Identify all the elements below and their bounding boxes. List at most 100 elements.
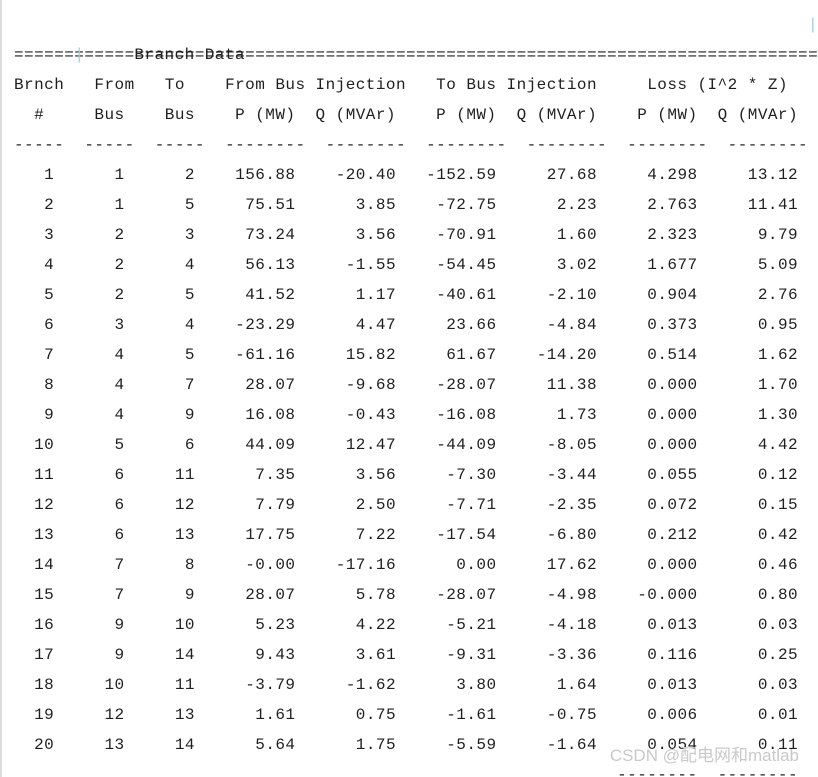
watermark: CSDN @配电网和matlab — [609, 746, 799, 765]
cell-loss-q-mvar: 13.12 — [697, 166, 799, 184]
cell-loss-p-mw: 0.000 — [597, 556, 698, 574]
cell-from-q-mvar: 3.56 — [295, 466, 396, 484]
cell-from-q-mvar: 1.17 — [295, 286, 396, 304]
cell-from-bus: 4 — [54, 346, 125, 364]
cell-from-p-mw: 28.07 — [194, 586, 296, 604]
box-right-bar: | — [808, 16, 818, 34]
cell-loss-p-mw: 4.298 — [597, 166, 698, 184]
cell-to-q-mvar: -4.98 — [496, 586, 598, 604]
cell-from-q-mvar: -0.43 — [295, 406, 396, 424]
cell-loss-p-mw: 0.006 — [597, 706, 698, 724]
cell-from-p-mw: 75.51 — [194, 196, 296, 214]
cell-loss-q-mvar: 0.95 — [697, 316, 799, 334]
cell-from-bus: 2 — [54, 286, 125, 304]
cell-to-q-mvar: -1.64 — [496, 736, 598, 754]
table-row: 2 1 5 75.51 3.85 -72.75 2.23 2.763 11.41 — [14, 190, 818, 220]
cell-to-p-mw: -7.71 — [396, 496, 497, 514]
cell-from-bus: 1 — [54, 196, 125, 214]
cell-to-p-mw: -5.59 — [396, 736, 497, 754]
table-row: 18 10 11 -3.79 -1.62 3.80 1.64 0.013 0.0… — [14, 670, 818, 700]
table-row: 15 7 9 28.07 5.78 -28.07 -4.98 -0.000 0.… — [14, 580, 818, 610]
cell-from-p-mw: 1.61 — [194, 706, 296, 724]
cell-to-p-mw: -40.61 — [396, 286, 497, 304]
cell-loss-q-mvar: 0.12 — [697, 466, 799, 484]
cell-to-q-mvar: -14.20 — [496, 346, 598, 364]
cell-loss-q-mvar: 0.42 — [697, 526, 799, 544]
cell-to-p-mw: -16.08 — [396, 406, 497, 424]
cell-to-q-mvar: 3.02 — [496, 256, 598, 274]
cell-loss-p-mw: 0.116 — [597, 646, 698, 664]
cell-from-bus: 4 — [54, 406, 125, 424]
cell-to-p-mw: 0.00 — [396, 556, 497, 574]
cell-loss-p-mw: 0.373 — [597, 316, 698, 334]
cell-to-bus: 3 — [124, 226, 195, 244]
cell-to-bus: 12 — [124, 496, 195, 514]
cell-to-bus: 11 — [124, 676, 195, 694]
cell-branch-num: 3 — [14, 226, 55, 244]
table-row: 8 4 7 28.07 -9.68 -28.07 11.38 0.000 1.7… — [14, 370, 818, 400]
cell-from-bus: 3 — [54, 316, 125, 334]
cell-from-bus: 9 — [54, 646, 125, 664]
cell-from-p-mw: 156.88 — [194, 166, 296, 184]
cell-to-p-mw: -7.30 — [396, 466, 497, 484]
cell-from-p-mw: 41.52 — [194, 286, 296, 304]
table-row: 14 7 8 -0.00 -17.16 0.00 17.62 0.000 0.4… — [14, 550, 818, 580]
cell-to-bus: 9 — [124, 406, 195, 424]
cell-from-q-mvar: -20.40 — [295, 166, 396, 184]
table-row: 19 12 13 1.61 0.75 -1.61 -0.75 0.006 0.0… — [14, 700, 818, 730]
cell-to-q-mvar: -0.75 — [496, 706, 598, 724]
cell-to-p-mw: -44.09 — [396, 436, 497, 454]
cell-loss-p-mw: 0.000 — [597, 376, 698, 394]
cell-branch-num: 7 — [14, 346, 55, 364]
total-row-divider: -------- -------- — [14, 766, 799, 777]
cell-branch-num: 12 — [14, 496, 55, 514]
cell-from-bus: 6 — [54, 496, 125, 514]
cell-to-p-mw: -5.21 — [396, 616, 497, 634]
cell-loss-p-mw: 0.013 — [597, 616, 698, 634]
page-title: Branch Data — [134, 46, 245, 64]
table-row: 16 9 10 5.23 4.22 -5.21 -4.18 0.013 0.03 — [14, 610, 818, 640]
cell-from-p-mw: 7.79 — [194, 496, 296, 514]
cell-from-p-mw: 56.13 — [194, 256, 296, 274]
table-row: 1 1 2 156.88 -20.40 -152.59 27.68 4.298 … — [14, 160, 818, 190]
cell-to-p-mw: -152.59 — [396, 166, 497, 184]
cell-loss-q-mvar: 5.09 — [697, 256, 799, 274]
cell-to-p-mw: -28.07 — [396, 376, 497, 394]
cell-loss-q-mvar: 0.15 — [697, 496, 799, 514]
cell-to-q-mvar: -4.18 — [496, 616, 598, 634]
cell-branch-num: 4 — [14, 256, 55, 274]
cell-from-q-mvar: -9.68 — [295, 376, 396, 394]
cell-to-p-mw: -17.54 — [396, 526, 497, 544]
cell-loss-p-mw: 0.072 — [597, 496, 698, 514]
branch-data-report: | Branch Data | =========================… — [14, 10, 818, 777]
title-line: | Branch Data | — [14, 10, 818, 64]
cell-to-q-mvar: -2.35 — [496, 496, 598, 514]
table-row: 6 3 4 -23.29 4.47 23.66 -4.84 0.373 0.95 — [14, 310, 818, 340]
cell-from-bus: 1 — [54, 166, 125, 184]
double-rule-separator: ========================================… — [14, 46, 818, 64]
cell-to-bus: 8 — [124, 556, 195, 574]
cell-from-bus: 7 — [54, 586, 125, 604]
cell-to-p-mw: -72.75 — [396, 196, 497, 214]
cell-to-bus: 2 — [124, 166, 195, 184]
cell-loss-q-mvar: 0.03 — [697, 676, 799, 694]
cell-to-q-mvar: -3.36 — [496, 646, 598, 664]
cell-loss-q-mvar: 1.30 — [697, 406, 799, 424]
cell-to-q-mvar: -6.80 — [496, 526, 598, 544]
cell-from-bus: 5 — [54, 436, 125, 454]
cell-from-bus: 10 — [54, 676, 125, 694]
cell-loss-p-mw: 0.013 — [597, 676, 698, 694]
cell-from-p-mw: 16.08 — [194, 406, 296, 424]
table-row: 20 13 14 5.64 1.75 -5.59 -1.64 0.054 0.1… — [14, 730, 818, 760]
cell-to-bus: 14 — [124, 736, 195, 754]
cell-from-q-mvar: 5.78 — [295, 586, 396, 604]
cell-from-bus: 2 — [54, 256, 125, 274]
cell-from-p-mw: 5.64 — [194, 736, 296, 754]
table-row: 7 4 5 -61.16 15.82 61.67 -14.20 0.514 1.… — [14, 340, 818, 370]
cell-from-q-mvar: 7.22 — [295, 526, 396, 544]
cell-branch-num: 20 — [14, 736, 55, 754]
cell-to-bus: 7 — [124, 376, 195, 394]
cell-loss-q-mvar: 11.41 — [697, 196, 799, 214]
cell-loss-p-mw: 1.677 — [597, 256, 698, 274]
